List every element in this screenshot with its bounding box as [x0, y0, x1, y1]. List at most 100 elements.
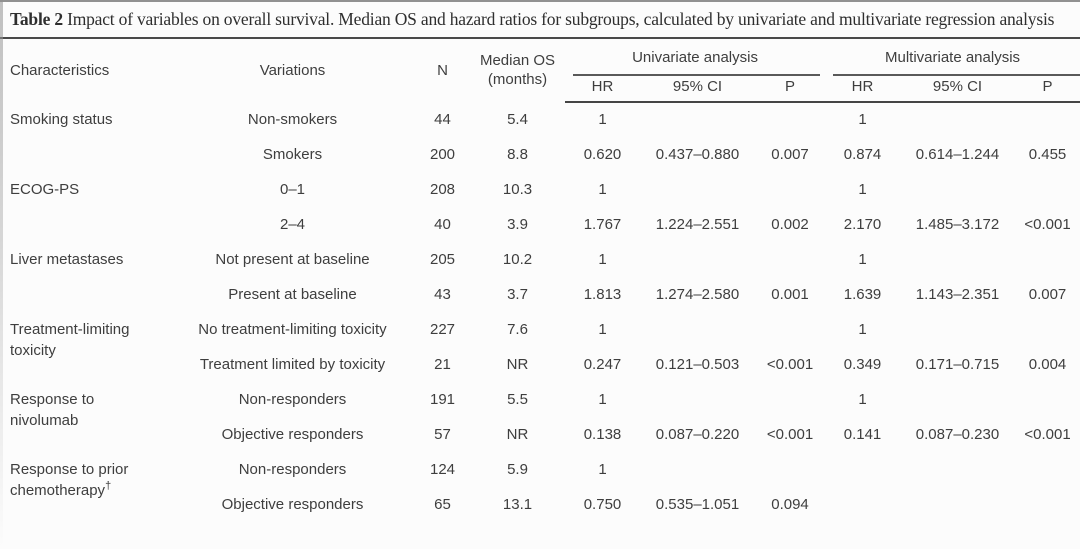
col-header-variations: Variations [259, 61, 326, 79]
cell-univariate-p [755, 242, 825, 277]
cell-univariate-ci: 0.087–0.220 [655, 425, 740, 443]
cell-variation: No treatment-limiting toxicity [198, 320, 387, 338]
cell-median-os: 13.1 [502, 495, 533, 513]
table-row: Treatment-limiting toxicity No treatment… [0, 312, 1080, 359]
cell-multivariate-hr: 0.349 [843, 355, 882, 373]
page-top-edge-line [0, 0, 1080, 2]
cell-multivariate-ci [900, 382, 1015, 417]
cell-variation: Treatment limited by toxicity [199, 355, 386, 373]
cell-univariate-ci [640, 172, 755, 207]
cell-univariate-ci [640, 312, 755, 347]
col-header-median-os: Median OS (months) [470, 38, 565, 102]
cell-univariate-p: 0.094 [771, 495, 809, 513]
cell-variation: Objective responders [221, 425, 364, 443]
table-row: 2–4 40 3.9 1.767 1.224–2.551 0.002 2.170… [0, 207, 1080, 242]
cell-multivariate-hr: 0.141 [843, 425, 882, 443]
cell-multivariate-ci: 1.485–3.172 [915, 215, 1000, 233]
cell-univariate-p: 0.002 [771, 215, 809, 233]
cell-median-os: 5.5 [507, 390, 528, 408]
cell-multivariate-ci: 0.087–0.230 [915, 425, 1000, 443]
col-group-univariate-analysis: Univariate analysis [565, 38, 825, 76]
table-row: Smokers 200 8.8 0.620 0.437–0.880 0.007 … [0, 137, 1080, 172]
cell-univariate-hr: 0.138 [583, 425, 622, 443]
table-row: Response to prior chemotherapy† Non-resp… [0, 452, 1080, 499]
col-header-multivariate-hr: HR [825, 75, 901, 103]
cell-univariate-ci [640, 452, 755, 487]
cell-variation: Non-smokers [247, 110, 338, 128]
cell-univariate-ci: 1.274–2.580 [655, 285, 740, 303]
median-os-header-line2: (months) [487, 71, 548, 88]
cell-multivariate-p [1015, 242, 1080, 277]
cell-univariate-p [755, 382, 825, 417]
cell-multivariate-ci [900, 242, 1015, 277]
cell-variation: 2–4 [279, 215, 306, 233]
cell-median-os: NR [506, 355, 529, 373]
cell-multivariate-p [1015, 102, 1080, 137]
page-left-edge-strip [0, 0, 3, 549]
cell-multivariate-p: <0.001 [1024, 215, 1071, 233]
cell-multivariate-ci: 0.614–1.244 [915, 145, 1000, 163]
cell-univariate-hr: 0.620 [583, 145, 622, 163]
cell-multivariate-p [1015, 382, 1080, 417]
characteristic-label: Response to prior chemotherapy [10, 460, 129, 499]
cell-multivariate-p [1015, 487, 1080, 522]
table-row: ECOG-PS 0–1 208 10.3 1 1 [0, 172, 1080, 207]
cell-multivariate-ci [900, 487, 1015, 522]
cell-median-os: 5.4 [507, 110, 528, 128]
cell-univariate-ci: 0.121–0.503 [655, 355, 740, 373]
cell-multivariate-hr: 2.170 [843, 215, 882, 233]
cell-variation: Smokers [262, 145, 323, 163]
cell-median-os: 10.2 [502, 250, 533, 268]
cell-multivariate-hr [825, 452, 900, 487]
cell-multivariate-hr [825, 487, 900, 522]
cell-multivariate-p: 0.004 [1028, 355, 1067, 373]
cell-n: 57 [434, 425, 451, 443]
cell-multivariate-ci: 0.171–0.715 [915, 355, 1000, 373]
table-row: Present at baseline 43 3.7 1.813 1.274–2… [0, 277, 1080, 312]
col-header-multivariate-ci: 95% CI [900, 75, 1016, 103]
cell-univariate-p: <0.001 [766, 355, 814, 373]
table-caption: Table 2 Impact of variables on overall s… [0, 0, 1080, 32]
table-row: Objective responders 65 13.1 0.750 0.535… [0, 487, 1080, 522]
cell-multivariate-p: <0.001 [1024, 425, 1071, 443]
cell-multivariate-hr: 1 [858, 320, 867, 338]
cell-median-os: 3.7 [507, 285, 528, 303]
cell-univariate-ci [640, 242, 755, 277]
cell-median-os: 7.6 [507, 320, 528, 338]
table-caption-text: Impact of variables on overall survival.… [62, 9, 1055, 29]
cell-n: 200 [429, 145, 456, 163]
cell-univariate-hr: 1 [598, 111, 607, 128]
cell-n: 191 [429, 390, 456, 408]
cell-univariate-hr: 1 [598, 460, 607, 478]
col-header-univariate-ci: 95% CI [640, 75, 755, 103]
cell-variation: 0–1 [279, 180, 306, 198]
cell-characteristic: Response to prior chemotherapy† [0, 452, 170, 522]
cell-characteristic: ECOG-PS [0, 172, 170, 242]
cell-multivariate-hr: 1 [858, 111, 867, 128]
cell-multivariate-ci [900, 312, 1015, 347]
cell-multivariate-ci [900, 172, 1015, 207]
characteristic-label: Smoking status [10, 110, 113, 128]
header-row-subcolumns: HR 95% CI P HR 95% CI P [0, 75, 1080, 103]
cell-variation: Objective responders [221, 495, 364, 513]
cell-multivariate-ci [900, 102, 1015, 137]
cell-multivariate-ci: 1.143–2.351 [915, 285, 1000, 303]
cell-multivariate-p [1015, 452, 1080, 487]
dagger-footnote-marker: † [105, 479, 112, 492]
cell-characteristic: Response to nivolumab [0, 382, 170, 452]
cell-characteristic: Liver metastases [0, 242, 170, 312]
cell-univariate-p [755, 312, 825, 347]
col-group-multivariate-analysis: Multivariate analysis [825, 38, 1080, 76]
cell-multivariate-p: 0.007 [1028, 285, 1067, 303]
cell-characteristic: Treatment-limiting toxicity [0, 312, 170, 382]
cell-univariate-ci: 0.437–0.880 [655, 145, 740, 163]
cell-univariate-hr: 0.750 [583, 495, 622, 513]
cell-median-os: 8.8 [507, 145, 528, 163]
cell-variation: Not present at baseline [215, 250, 370, 268]
cell-multivariate-hr: 1.639 [843, 285, 882, 303]
median-os-header-line1: Median OS [479, 52, 556, 69]
table-row: Objective responders 57 NR 0.138 0.087–0… [0, 417, 1080, 452]
cell-n: 124 [429, 460, 456, 478]
cell-univariate-hr: 1 [598, 390, 607, 408]
